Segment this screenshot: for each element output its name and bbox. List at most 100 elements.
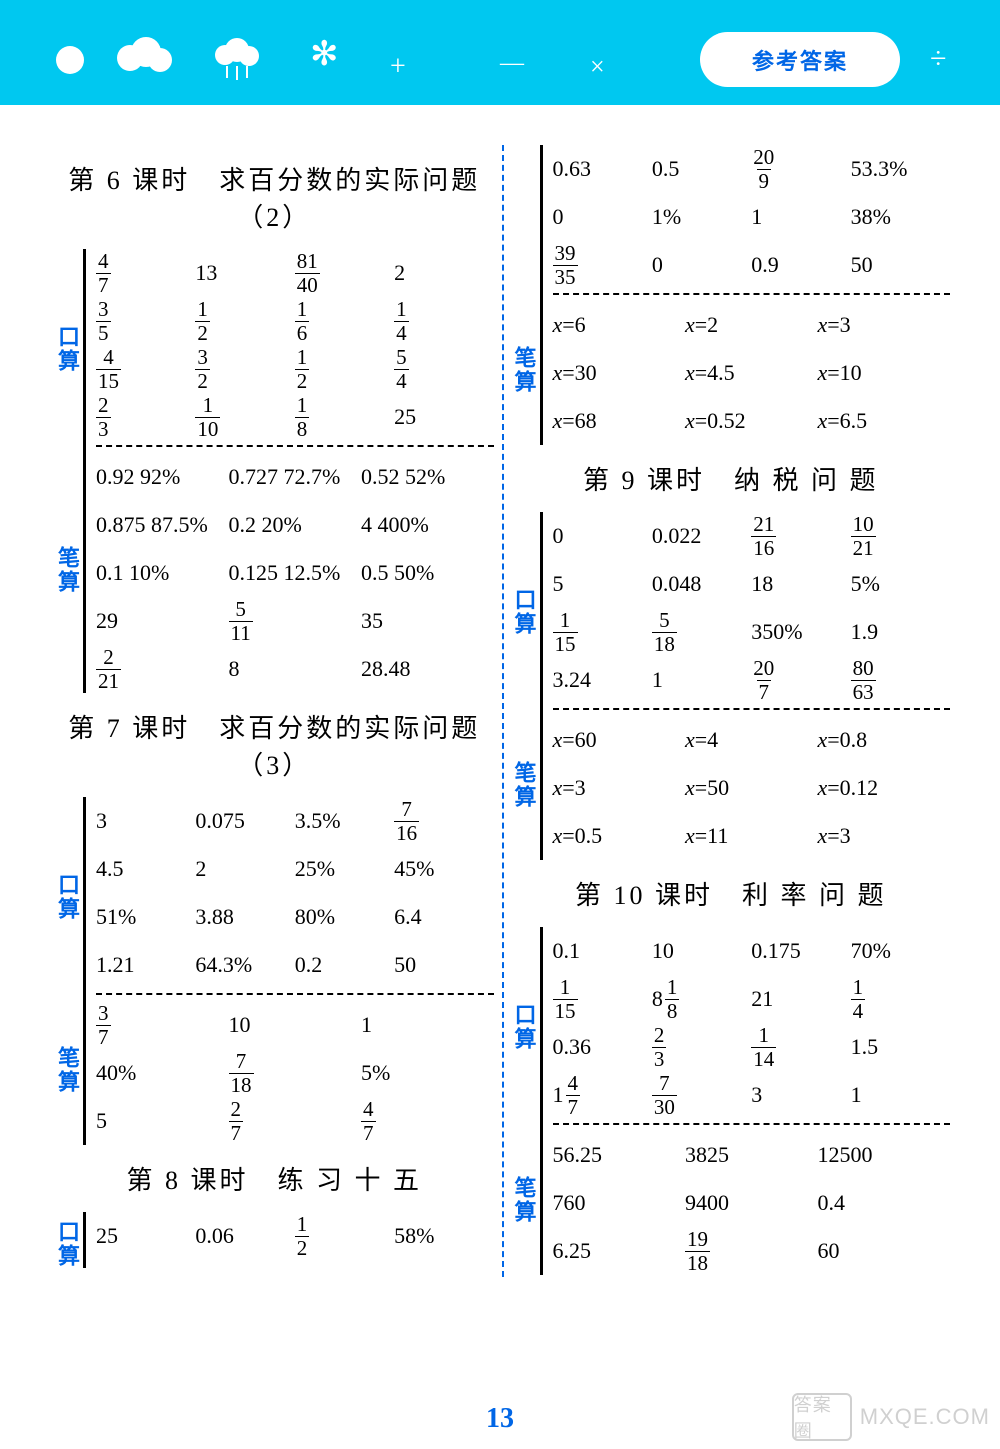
data-cell: 5	[553, 571, 652, 597]
block-body: x=6x=2x=3x=30x=4.5x=10x=68x=0.52x=6.5	[540, 287, 951, 445]
section-title: 第 7 课时 求百分数的实际问题（3）	[55, 708, 494, 782]
watermark: 答案圈 MXQE.COM	[792, 1393, 990, 1441]
data-row: 1158182114	[553, 975, 951, 1023]
section-block: 口算30.0753.5%7164.5225%45%51%3.8880%6.41.…	[55, 797, 494, 989]
data-cell: 32	[195, 346, 294, 391]
data-row: 250.061258%	[96, 1212, 494, 1260]
data-row: 52747	[96, 1097, 494, 1145]
data-cell: 1918	[685, 1228, 818, 1273]
data-cell: x=3	[553, 775, 686, 801]
data-cell: 0	[553, 204, 652, 230]
data-row: 6.25191860	[553, 1227, 951, 1275]
data-cell: 38%	[851, 204, 950, 230]
data-cell: 4.5	[96, 856, 195, 882]
svg-text:✻: ✻	[310, 36, 339, 73]
data-cell: 25	[394, 404, 493, 430]
svg-text:+: +	[390, 51, 406, 82]
column-divider	[502, 145, 504, 1277]
data-row: x=6x=2x=3	[553, 301, 951, 349]
data-cell: 56.25	[553, 1142, 686, 1168]
header-badge: 参考答案	[700, 32, 900, 87]
data-cell: 0.022	[652, 523, 751, 549]
data-cell: 16	[295, 298, 394, 343]
block-body: 3710140%7185%52747	[83, 987, 494, 1145]
section-block: 笔算0.92 92%0.727 72.7%0.52 52%0.875 87.5%…	[55, 439, 494, 693]
data-cell: 28.48	[361, 656, 494, 682]
data-cell: 50	[394, 952, 493, 978]
data-cell: 0.727 72.7%	[229, 464, 362, 490]
data-row: 471381402	[96, 249, 494, 297]
data-cell: 0.2	[295, 952, 394, 978]
data-cell: x=6.5	[818, 408, 951, 434]
data-cell: 10	[229, 1012, 362, 1038]
dash-separator	[553, 1123, 951, 1125]
section-block: 口算0.1100.17570%11581821140.36231141.5147…	[512, 927, 951, 1119]
data-cell: 115	[553, 609, 652, 654]
data-row: 1.2164.3%0.250	[96, 941, 494, 989]
section-title: 第 8 课时 练 习 十 五	[55, 1160, 494, 1197]
data-row: 0.36231141.5	[553, 1023, 951, 1071]
data-cell: 25%	[295, 856, 394, 882]
data-cell: x=3	[818, 823, 951, 849]
data-cell: 1.9	[851, 619, 950, 645]
data-cell: 64.3%	[195, 952, 294, 978]
block-body: 47138140235121614415321254231101825	[83, 249, 494, 441]
data-cell: 1.21	[96, 952, 195, 978]
data-row: 415321254	[96, 345, 494, 393]
data-cell: 818	[652, 976, 751, 1021]
data-cell: 350%	[751, 619, 850, 645]
data-cell: 9400	[685, 1190, 818, 1216]
data-cell: 518	[652, 609, 751, 654]
data-cell: 12	[195, 298, 294, 343]
data-cell: 35	[361, 608, 494, 634]
data-cell: 58%	[394, 1223, 493, 1249]
section-block: 口算00.0222116102150.048185%115518350%1.93…	[512, 512, 951, 704]
data-cell: 110	[195, 394, 294, 439]
data-cell: x=0.5	[553, 823, 686, 849]
data-cell: 511	[229, 598, 362, 643]
data-cell: 114	[751, 1024, 850, 1069]
section-title: 第 10 课时 利 率 问 题	[512, 875, 951, 912]
block-body: 0.92 92%0.727 72.7%0.52 52%0.875 87.5%0.…	[83, 439, 494, 693]
data-cell: 25	[96, 1223, 195, 1249]
data-cell: 70%	[851, 938, 950, 964]
data-cell: 716	[394, 798, 493, 843]
data-cell: 35	[96, 298, 195, 343]
data-cell: 51%	[96, 904, 195, 930]
data-cell: 50	[851, 252, 950, 278]
data-cell: x=0.12	[818, 775, 951, 801]
data-cell: 12	[295, 1213, 394, 1258]
content-area: 第 6 课时 求百分数的实际问题（2）口算4713814023512161441…	[0, 105, 1000, 1287]
data-cell: 0.5	[652, 156, 751, 182]
section-block: 口算47138140235121614415321254231101825	[55, 249, 494, 441]
data-row: 0.875 87.5%0.2 20%4 400%	[96, 501, 494, 549]
block-label: 口算	[512, 512, 540, 704]
data-row: 35121614	[96, 297, 494, 345]
data-cell: 8	[229, 656, 362, 682]
data-cell: 14	[851, 976, 950, 1021]
svg-text:÷: ÷	[930, 42, 946, 75]
data-cell: x=4.5	[685, 360, 818, 386]
data-cell: 18	[295, 394, 394, 439]
block-label: 笔算	[55, 987, 83, 1145]
data-row: 0.1100.17570%	[553, 927, 951, 975]
data-cell: 1	[361, 1012, 494, 1038]
block-label: 笔算	[512, 702, 540, 860]
data-cell: x=6	[553, 312, 686, 338]
data-cell: 14	[394, 298, 493, 343]
block-body: x=60x=4x=0.8x=3x=50x=0.12x=0.5x=11x=3	[540, 702, 951, 860]
data-cell: x=2	[685, 312, 818, 338]
data-cell: 3825	[685, 1142, 818, 1168]
data-cell: x=68	[553, 408, 686, 434]
data-cell: x=0.8	[818, 727, 951, 753]
data-cell: 3	[96, 808, 195, 834]
svg-text:—: —	[499, 50, 525, 76]
data-cell: 209	[751, 146, 850, 191]
section-block: 口算250.061258%	[55, 1212, 494, 1268]
data-row: x=3x=50x=0.12	[553, 764, 951, 812]
data-cell: 47	[361, 1098, 494, 1143]
data-row: 37101	[96, 1001, 494, 1049]
block-body: 0.630.520953.3%01%138%393500.950	[540, 145, 951, 289]
data-cell: 23	[652, 1024, 751, 1069]
data-row: 115518350%1.9	[553, 608, 951, 656]
